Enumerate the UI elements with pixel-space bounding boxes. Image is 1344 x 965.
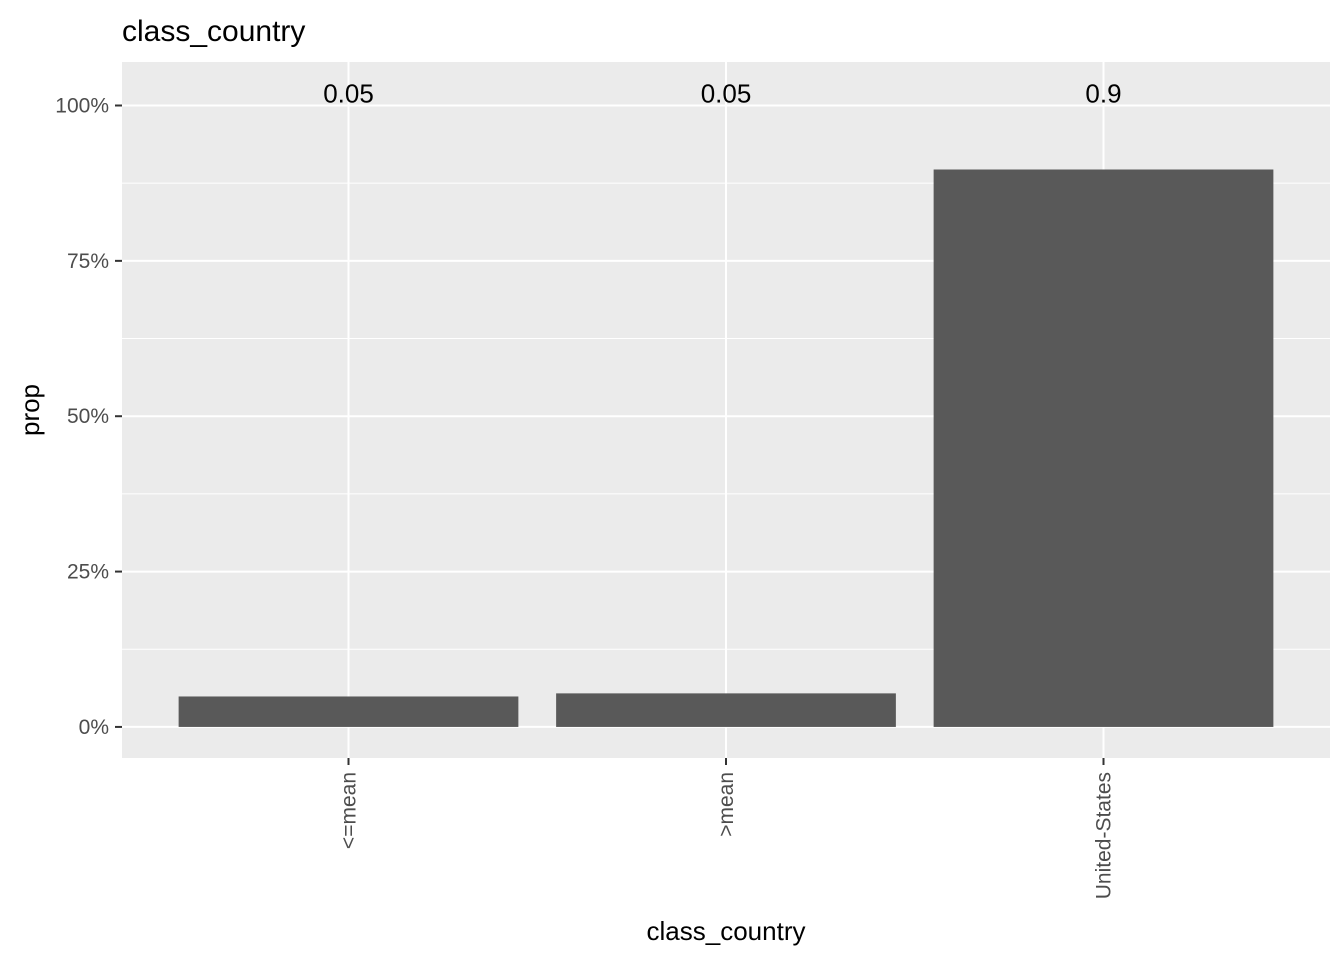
y-tick-label: 75% [67,250,109,273]
y-tick-label: 50% [67,405,109,428]
data-label-1: 0.05 [701,79,752,109]
data-label-2: 0.9 [1085,79,1121,109]
y-axis: 0% 25% 50% 75% 100% [55,95,122,739]
bar-0 [178,696,519,727]
chart-title: class_country [122,15,305,48]
bar-2 [933,169,1274,727]
bars [178,169,1274,727]
y-tick-label: 100% [55,95,109,118]
x-tick-label: <=mean [338,772,361,849]
bar-1 [556,693,896,727]
y-tick-label: 0% [79,716,109,739]
x-tick-label: United-States [1093,772,1116,899]
y-axis-title: prop [15,384,45,436]
y-tick-label: 25% [67,561,109,584]
data-labels: 0.05 0.05 0.9 [323,79,1121,109]
x-axis-title: class_country [647,916,806,946]
x-tick-label: >mean [715,772,738,837]
x-axis: <=mean >mean United-States [338,758,1116,899]
data-label-0: 0.05 [323,79,374,109]
